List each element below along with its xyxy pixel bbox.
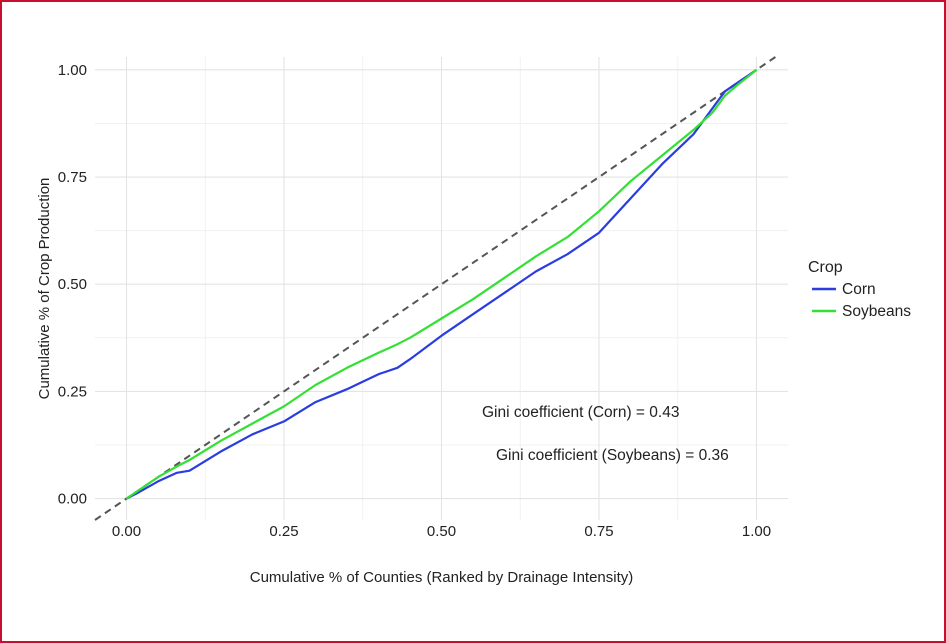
equality-line xyxy=(94,56,776,521)
x-tick-label: 0.75 xyxy=(584,523,613,540)
x-tick-label: 1.00 xyxy=(742,523,771,540)
series-line-soybeans xyxy=(125,69,758,500)
legend-label-corn: Corn xyxy=(842,281,876,298)
gini-soybeans-annotation: Gini coefficient (Soybeans) = 0.36 xyxy=(496,447,729,464)
y-tick-label: 0.50 xyxy=(58,276,87,293)
y-tick-label: 0.00 xyxy=(58,491,87,508)
y-tick-label: 0.25 xyxy=(58,383,87,400)
y-axis-title: Cumulative % of Crop Production xyxy=(36,178,53,400)
x-tick-label: 0.25 xyxy=(269,523,298,540)
y-tick-label: 0.75 xyxy=(58,169,87,186)
series-line-corn xyxy=(125,68,758,500)
grid xyxy=(95,57,788,520)
legend-label-soybeans: Soybeans xyxy=(842,303,911,320)
tick-labels: 0.00 0.25 0.50 0.75 1.00 0.00 0.25 0.50 0.75 1.00 xyxy=(58,62,771,540)
gini-corn-annotation: Gini coefficient (Corn) = 0.43 xyxy=(482,404,679,421)
series-layer xyxy=(94,56,776,521)
x-tick-label: 0.00 xyxy=(112,523,141,540)
legend-title: Crop xyxy=(808,259,843,276)
legend: Crop Corn Soybeans xyxy=(808,259,911,320)
y-tick-label: 1.00 xyxy=(58,62,87,79)
x-axis-title: Cumulative % of Counties (Ranked by Drai… xyxy=(250,569,634,586)
x-tick-label: 0.50 xyxy=(427,523,456,540)
